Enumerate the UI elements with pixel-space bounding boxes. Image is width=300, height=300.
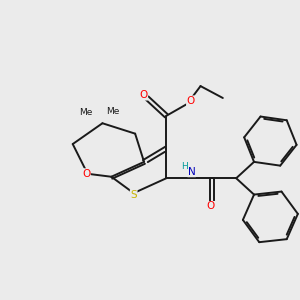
Text: O: O: [207, 202, 215, 212]
Text: Me: Me: [106, 107, 119, 116]
Text: O: O: [187, 96, 195, 106]
Text: H: H: [181, 162, 188, 171]
Text: O: O: [139, 90, 148, 100]
Text: N: N: [188, 167, 196, 177]
Text: O: O: [82, 169, 90, 179]
Text: S: S: [130, 190, 137, 200]
Text: Me: Me: [80, 108, 93, 117]
